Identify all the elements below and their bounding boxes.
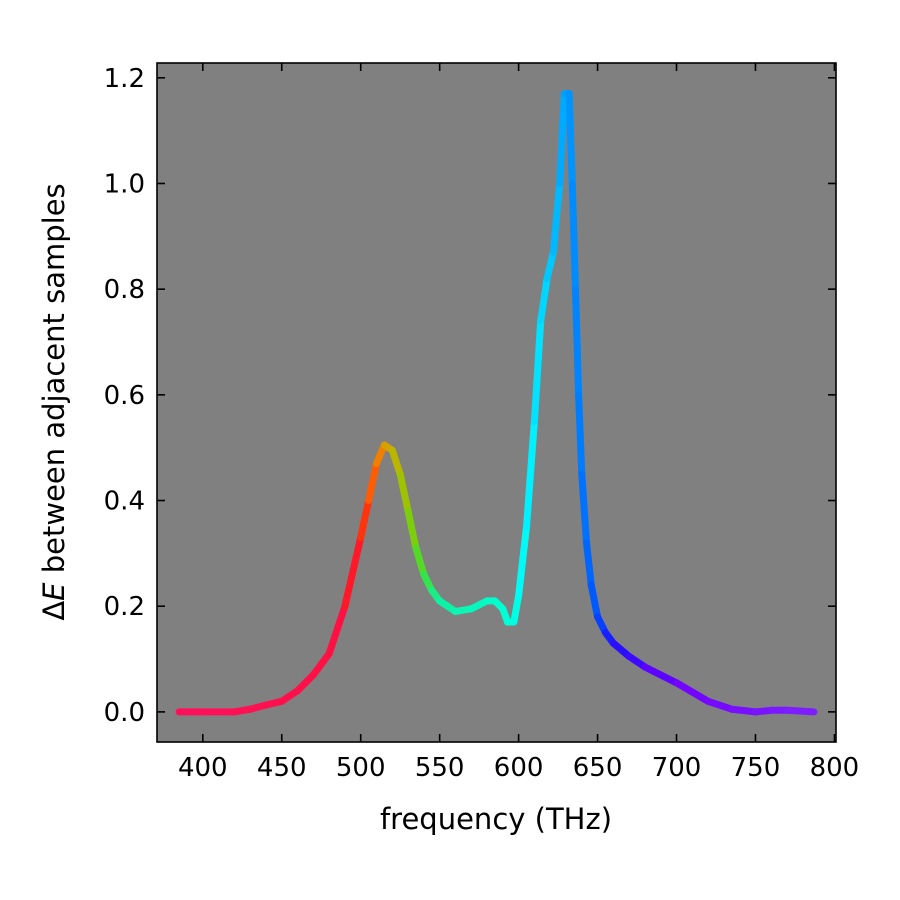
y-tick-label: 1.2: [104, 64, 145, 94]
curve-segment: [704, 697, 736, 713]
x-tick-label: 650: [573, 753, 623, 783]
curve-segment: [523, 417, 538, 531]
curve-segment: [783, 706, 818, 716]
x-tick-label: 750: [731, 753, 781, 783]
curve-segment: [571, 285, 583, 399]
curve-segment: [294, 671, 317, 695]
curve-segment: [341, 534, 365, 610]
curve-segment: [549, 179, 564, 256]
axis-ticks: 400 450 500 550 600 650 700 750 800 0.0 0.2 0.4 0.6 0…: [104, 63, 860, 783]
curve-segment: [325, 602, 349, 658]
curve-segment: [587, 581, 602, 621]
curve-segment: [578, 470, 591, 547]
curve-segment: [575, 391, 586, 478]
x-tick-label: 400: [178, 753, 228, 783]
curve-segment: [568, 179, 579, 293]
curve-segment: [583, 539, 595, 589]
x-tick-label: 700: [652, 753, 702, 783]
y-tick-label: 0.2: [104, 592, 145, 622]
curve-segment: [530, 317, 545, 425]
curve-segment: [357, 497, 373, 542]
curve-segment: [565, 90, 576, 187]
curve-segment: [543, 248, 557, 283]
curve-segment: [728, 705, 759, 716]
y-axis-label: ΔE between adjacent samples: [37, 183, 71, 620]
plot-frame: [156, 62, 837, 743]
curve-segment: [309, 650, 333, 679]
x-tick-label: 450: [257, 753, 307, 783]
y-tick-label: 1.0: [104, 169, 145, 199]
x-tick-label: 500: [336, 753, 386, 783]
curve-segment: [515, 523, 531, 600]
y-tick-label: 0.8: [104, 275, 145, 305]
x-tick-label: 550: [415, 753, 465, 783]
curve-segment: [396, 470, 412, 515]
spectrum-curve: [175, 90, 818, 716]
curve-segment: [673, 679, 712, 705]
y-tick-label: 0.0: [104, 698, 145, 728]
curve-segment: [641, 663, 681, 687]
plot-background: [157, 63, 836, 742]
curve-segment: [510, 592, 523, 626]
x-tick-label: 800: [810, 753, 860, 783]
curve-segment: [365, 460, 380, 505]
curve-segment: [537, 275, 551, 325]
curve-segment: [412, 544, 428, 578]
curve-segment: [556, 90, 568, 187]
x-axis-label: frequency (THz): [380, 802, 612, 836]
y-tick-label: 0.4: [104, 487, 145, 517]
y-tick-label: 0.6: [104, 381, 145, 411]
x-tick-label: 600: [494, 753, 544, 783]
curve-segment: [388, 446, 404, 478]
curve-segment: [404, 507, 420, 552]
